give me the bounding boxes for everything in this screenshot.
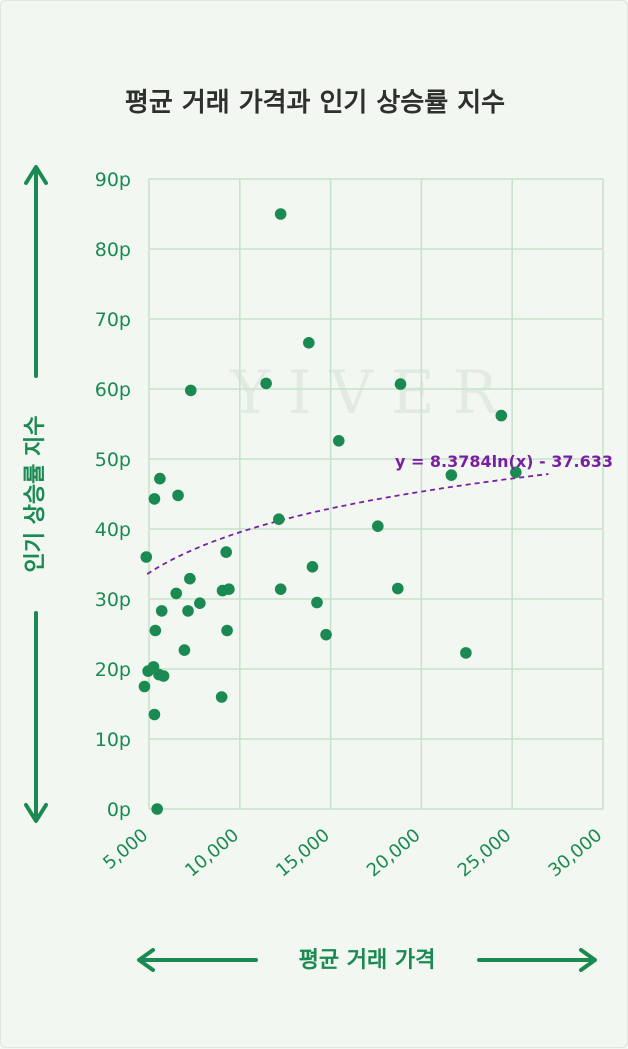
chart-title: 평균 거래 가격과 인기 상승률 지수: [125, 88, 505, 118]
data-point: [184, 572, 196, 585]
data-point: [273, 513, 285, 525]
y-axis-label-group: 인기 상승률 지수: [23, 165, 48, 823]
arrow-left-icon: [137, 948, 155, 972]
data-point: [215, 691, 228, 703]
y-tick-label: 50p: [95, 449, 131, 471]
grid: [148, 178, 604, 810]
x-tick-label: 30,000: [544, 825, 606, 882]
y-tick-label: 80p: [95, 239, 131, 261]
y-tick-label: 20p: [95, 659, 131, 681]
arrow-up-icon: [24, 165, 48, 185]
y-tick-label: 60p: [95, 379, 131, 401]
data-point: [391, 582, 404, 595]
data-point: [394, 378, 407, 390]
data-point: [170, 587, 183, 600]
trendline: [146, 473, 549, 575]
data-point: [151, 803, 163, 815]
x-axis-label: 평균 거래 가격: [299, 948, 436, 973]
data-point: [154, 472, 166, 485]
data-point: [306, 561, 319, 573]
y-axis-label: 인기 상승률 지수: [23, 416, 48, 573]
x-axis-label-group: 평균 거래 가격: [137, 948, 597, 973]
y-tick-label: 70p: [95, 309, 131, 331]
watermark: YIVER: [229, 358, 516, 428]
trendline-group: [146, 473, 549, 575]
data-point: [223, 583, 235, 595]
data-point: [221, 624, 233, 637]
data-point: [510, 466, 522, 479]
data-point: [445, 469, 458, 481]
data-point: [320, 628, 332, 641]
data-points: [138, 208, 522, 815]
y-tick-label: 10p: [95, 729, 131, 751]
data-point: [311, 596, 323, 609]
data-point: [155, 605, 168, 617]
x-tick-label: 10,000: [181, 825, 243, 882]
data-point: [172, 489, 184, 502]
x-tick-label: 15,000: [272, 825, 334, 882]
x-tick-label: 20,000: [363, 825, 425, 882]
data-point: [182, 605, 194, 617]
y-tick-label: 30p: [95, 589, 131, 611]
data-point: [184, 384, 197, 397]
arrow-right-icon: [579, 948, 597, 972]
data-point: [140, 551, 153, 563]
data-point: [260, 377, 272, 390]
data-point: [194, 597, 206, 609]
data-point: [149, 624, 162, 637]
data-point: [157, 670, 170, 682]
data-point: [274, 583, 287, 595]
y-tick-label: 90p: [95, 169, 131, 191]
data-point: [178, 644, 191, 656]
data-point: [303, 337, 315, 349]
y-tick-label: 0p: [107, 799, 131, 821]
data-point: [148, 493, 161, 505]
trendline-equation: y = 8.3784ln(x) - 37.633: [395, 452, 613, 471]
x-tick-label: 25,000: [454, 825, 516, 882]
data-point: [138, 680, 151, 693]
data-point: [372, 520, 384, 532]
y-tick-labels: 0p 10p 20p 30p 40p 50p 60p 70p 80p 90p: [95, 169, 131, 821]
data-point: [460, 647, 472, 659]
data-point: [274, 208, 287, 220]
data-point: [495, 409, 508, 422]
data-point: [148, 708, 161, 721]
x-tick-labels: 5,000 10,000 15,000 20,000 25,000 30,000: [99, 825, 606, 882]
y-tick-label: 40p: [95, 519, 131, 541]
data-point: [332, 435, 345, 447]
x-tick-label: 5,000: [99, 825, 152, 874]
data-point: [220, 546, 232, 558]
arrow-down-icon: [24, 803, 48, 823]
